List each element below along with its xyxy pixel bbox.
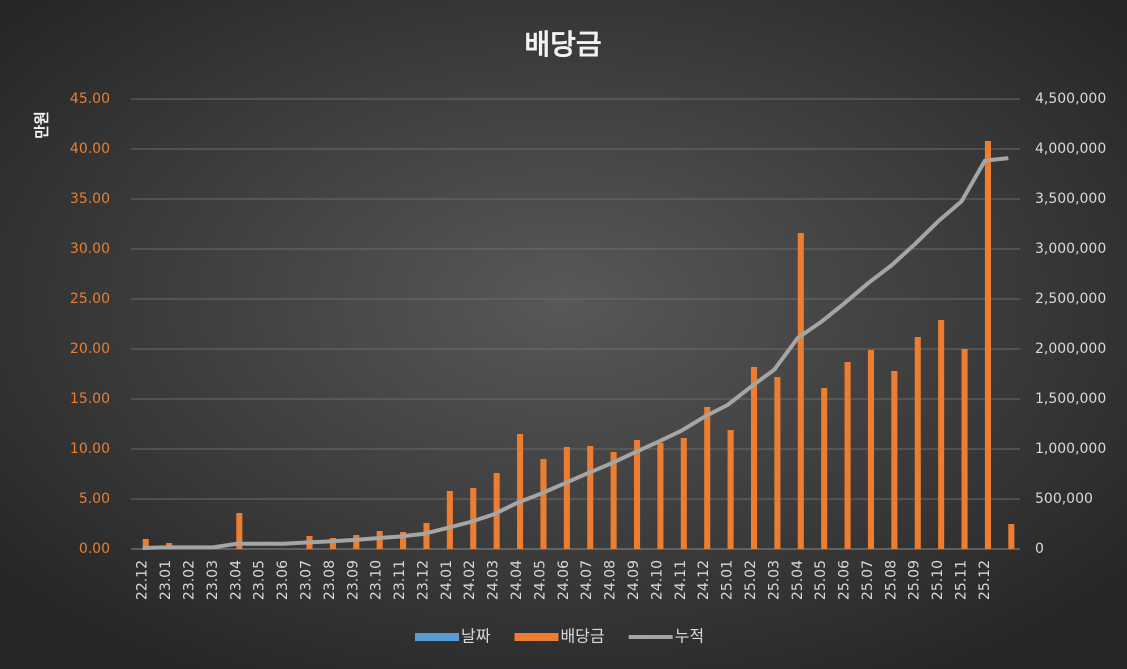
x-tick-label: 23.02 bbox=[181, 560, 197, 600]
bar bbox=[423, 523, 430, 549]
x-tick-label: 25.03 bbox=[766, 560, 782, 600]
bar bbox=[867, 350, 875, 549]
x-tick-label: 25.11 bbox=[954, 560, 970, 600]
x-tick-label: 23.12 bbox=[415, 560, 431, 600]
y2-tick-label: 500,000 bbox=[1035, 491, 1093, 507]
x-tick-label: 24.06 bbox=[556, 560, 572, 600]
y2-tick-label: 2,500,000 bbox=[1035, 291, 1106, 307]
x-tick-label: 25.09 bbox=[907, 560, 923, 600]
legend-swatch bbox=[415, 633, 459, 641]
bar bbox=[446, 491, 453, 549]
bar bbox=[633, 440, 641, 549]
bar bbox=[587, 446, 594, 549]
x-tick-label: 25.12 bbox=[977, 560, 993, 600]
y2-tick-label: 1,500,000 bbox=[1035, 391, 1106, 407]
y-tick-label: 35.00 bbox=[70, 191, 110, 207]
x-tick-label: 25.01 bbox=[720, 560, 736, 600]
bar bbox=[470, 488, 477, 549]
bar bbox=[517, 434, 524, 549]
x-tick-label: 23.10 bbox=[369, 560, 385, 600]
x-tick-label: 25.08 bbox=[883, 560, 899, 600]
bar bbox=[821, 388, 828, 549]
x-tick-label: 24.09 bbox=[626, 560, 642, 600]
bar bbox=[961, 349, 968, 549]
x-tick-label: 23.06 bbox=[275, 560, 291, 600]
y-tick-label: 0.00 bbox=[79, 541, 110, 557]
bar bbox=[750, 367, 758, 549]
bar bbox=[938, 320, 945, 549]
bar bbox=[142, 539, 149, 549]
y2-tick-label: 4,500,000 bbox=[1035, 91, 1106, 107]
x-tick-label: 25.10 bbox=[930, 560, 946, 600]
bar bbox=[727, 430, 734, 549]
bar bbox=[563, 447, 570, 549]
bar bbox=[774, 377, 781, 549]
y2-tick-label: 4,000,000 bbox=[1035, 141, 1106, 157]
y-tick-label: 25.00 bbox=[70, 291, 110, 307]
y-tick-label: 10.00 bbox=[70, 441, 110, 457]
bar bbox=[984, 141, 991, 549]
x-tick-label: 23.08 bbox=[322, 560, 338, 600]
bar bbox=[657, 443, 664, 549]
bar bbox=[914, 337, 921, 549]
y-tick-label: 45.00 bbox=[70, 91, 110, 107]
chart-title: 배당금 bbox=[524, 28, 601, 61]
x-tick-label: 23.03 bbox=[205, 560, 221, 600]
x-tick-label: 23.05 bbox=[252, 560, 268, 600]
x-tick-label: 24.07 bbox=[579, 560, 595, 600]
x-tick-label: 23.11 bbox=[392, 560, 408, 600]
x-tick-label: 24.11 bbox=[673, 560, 689, 600]
legend-label: 배당금 bbox=[560, 627, 604, 646]
bar bbox=[236, 513, 243, 549]
bar bbox=[844, 362, 851, 549]
bar bbox=[353, 535, 360, 549]
y2-tick-label: 1,000,000 bbox=[1035, 441, 1106, 457]
bar bbox=[329, 538, 336, 549]
x-tick-label: 23.09 bbox=[345, 560, 361, 600]
x-tick-label: 24.01 bbox=[439, 560, 455, 600]
x-tick-label: 24.05 bbox=[532, 560, 548, 600]
x-tick-label: 24.10 bbox=[649, 560, 665, 600]
x-tick-label: 25.05 bbox=[813, 560, 829, 600]
x-tick-label: 23.01 bbox=[158, 560, 174, 600]
bar bbox=[400, 532, 407, 549]
y-tick-label: 40.00 bbox=[70, 141, 110, 157]
y2-tick-label: 3,000,000 bbox=[1035, 241, 1106, 257]
y2-tick-label: 0 bbox=[1035, 541, 1044, 557]
bar bbox=[680, 438, 687, 549]
x-tick-label: 25.07 bbox=[860, 560, 876, 600]
x-tick-label: 24.04 bbox=[509, 560, 525, 600]
x-tick-label: 25.04 bbox=[790, 560, 806, 600]
y-tick-label: 30.00 bbox=[70, 241, 110, 257]
x-tick-label: 23.07 bbox=[298, 560, 314, 600]
x-tick-label: 24.12 bbox=[696, 560, 712, 600]
bar bbox=[704, 407, 711, 549]
bar bbox=[610, 452, 617, 549]
x-tick-label: 25.06 bbox=[837, 560, 853, 600]
y2-tick-label: 3,500,000 bbox=[1035, 191, 1106, 207]
line bbox=[142, 156, 1009, 550]
bar bbox=[1008, 524, 1015, 549]
y-tick-label: 15.00 bbox=[70, 391, 110, 407]
bar bbox=[376, 531, 383, 549]
y-axis-label: 만원 bbox=[33, 111, 51, 139]
bar bbox=[797, 233, 804, 549]
x-tick-label: 24.03 bbox=[486, 560, 502, 600]
bar bbox=[891, 371, 898, 549]
y-tick-label: 5.00 bbox=[79, 491, 110, 507]
x-tick-label: 24.02 bbox=[462, 560, 478, 600]
x-tick-label: 23.04 bbox=[228, 560, 244, 600]
x-tick-label: 25.02 bbox=[743, 560, 759, 600]
bar bbox=[540, 459, 547, 549]
legend-label: 누적 bbox=[675, 627, 704, 646]
y2-tick-label: 2,000,000 bbox=[1035, 341, 1106, 357]
legend-label: 날짜 bbox=[461, 627, 491, 646]
legend-swatch bbox=[514, 633, 559, 641]
x-tick-label: 24.08 bbox=[603, 560, 619, 600]
y-tick-label: 20.00 bbox=[70, 341, 110, 357]
x-tick-label: 22.12 bbox=[135, 560, 151, 600]
